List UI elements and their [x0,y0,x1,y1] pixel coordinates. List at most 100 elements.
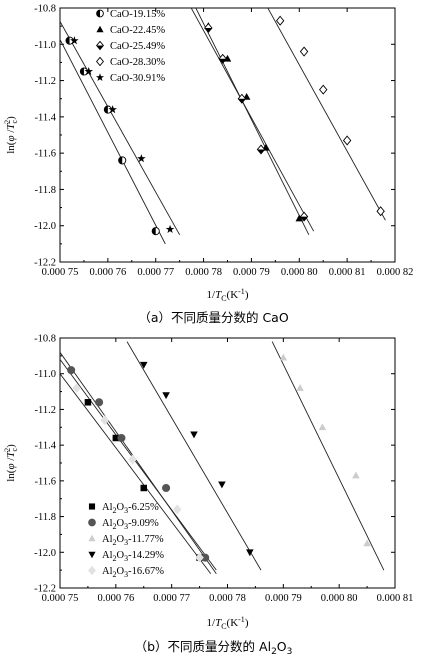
data-point [376,206,385,217]
data-point [103,105,112,114]
data-point-fill [238,98,246,104]
data-point [70,36,79,45]
y-tick-label: -11.4 [35,112,57,123]
data-point [84,399,92,406]
data-point [295,214,304,222]
legend-label: CaO-30.91% [110,73,165,84]
data-point-fill [65,37,70,45]
fit-line-series-2 [60,352,217,574]
data-point [195,552,204,563]
x-tick-label: 0.000 81 [377,593,414,604]
x-tick-label: 0.000 79 [265,593,302,604]
legend: CaO-19.15% CaO-22.45% CaO-25.49% CaO-28.30%… [95,9,165,84]
legend-marker [96,25,104,33]
data-point-fill [118,156,123,164]
data-point [352,471,360,479]
x-tick-label: 0.000 77 [137,267,174,278]
y-tick-label: -11.2 [35,76,56,87]
data-point [162,483,171,493]
data-point [140,484,147,492]
y-tick-label: -10.8 [34,334,56,345]
data-point [95,398,104,407]
data-point [112,434,120,442]
data-point-fill [152,227,156,235]
x-tick-label: 0.000 80 [281,267,318,278]
x-tick-label: 0.000 76 [89,267,126,278]
fit-line-series-3 [190,8,315,232]
legend-label: Al2O3-6.25% [102,502,159,515]
x-tick-label: 0.000 80 [321,593,358,604]
data-point [296,384,304,391]
data-point [218,481,226,489]
series-5-points [70,36,175,233]
fit-line-series-3 [271,341,385,571]
data-point [162,392,170,400]
data-point [204,22,213,33]
legend-marker [96,40,104,51]
y-tick-label: -11.6 [35,476,56,487]
data-point-fill [300,216,308,221]
y-tick-label: -11.6 [35,149,56,160]
legend-marker [88,503,96,510]
legend-label: Al2O3-11.77% [102,534,164,547]
data-point [84,67,93,76]
y-tick-label: -12.2 [34,258,56,269]
x-tick-label: 0.000 81 [329,267,366,278]
data-point [137,154,146,163]
fit-line-series-4 [267,8,386,221]
series-2-points [67,366,210,562]
data-point [165,224,175,233]
data-point [246,549,254,557]
legend-label: Al2O3-9.09% [102,518,159,531]
panel-caption: （a）不同质量分数的 CaO [138,310,289,325]
data-point-fill [80,67,84,76]
series-4-points [275,15,385,217]
panel-caption: （b）不同质量分数的 Al2O3 [135,639,293,657]
data-point [100,415,109,426]
legend-marker [95,73,105,81]
legend-marker [88,534,96,542]
legend-marker [88,565,96,576]
x-tick-label: 0.000 79 [233,267,270,278]
x-tick-label: 0.000 82 [377,267,414,278]
data-point [363,539,371,547]
legend-marker [88,551,96,559]
legend-label: CaO-22.45% [110,25,165,36]
data-point [67,366,76,375]
y-tick-label: -11.2 [35,405,56,416]
data-point [128,454,137,465]
chart-panel-a: 0.000 75 0.000 76 0.000 77 0.000 78 0.000 79… [3,4,413,326]
y-tick-label: -11.8 [35,185,56,196]
x-tick-label: 0.000 77 [153,593,190,604]
y-tick-label: -12.0 [34,221,56,232]
data-point [117,433,126,443]
y-tick-label: -12.0 [34,548,56,559]
data-point [173,504,182,515]
plot-area [60,341,385,574]
legend-marker [96,9,104,18]
x-axis-label: 1/TC(K-1) [207,615,249,631]
legend-label: CaO-28.30% [110,57,165,68]
legend-label: Al2O3-14.29% [102,550,164,563]
legend-marker-fill [96,45,104,50]
legend-label: CaO-25.49% [110,41,165,52]
x-tick-label: 0.000 78 [209,593,246,604]
data-point [299,46,309,57]
y-tick-label: -11.0 [35,369,56,380]
data-point [218,53,227,64]
data-point-fill [204,27,212,33]
x-tick-label: 0.000 75 [42,267,79,278]
fit-line-series-2 [195,8,310,235]
data-point [65,36,74,45]
data-point [190,431,198,439]
data-point [118,156,127,165]
legend-marker [88,518,96,527]
data-point [275,15,285,26]
legend-label: Al2O3-16.67% [102,566,164,579]
x-axis-label: 1/TC(K-1) [207,287,249,303]
data-point [151,227,160,236]
fit-line-series-5 [60,373,212,574]
y-tick-label: -10.8 [34,4,56,15]
data-point [72,382,81,394]
